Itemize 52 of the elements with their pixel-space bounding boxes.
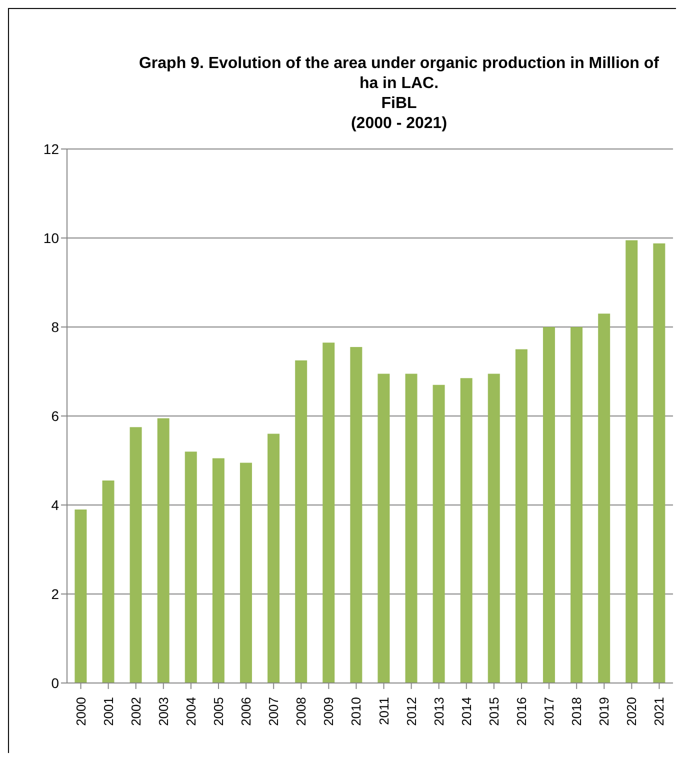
y-tick-label: 8 <box>51 318 60 335</box>
y-tick-label: 12 <box>43 140 60 157</box>
x-tick-label: 2000 <box>73 697 88 726</box>
bar <box>405 374 418 683</box>
y-tick-label: 10 <box>43 230 60 246</box>
x-tick-label: 2020 <box>624 697 640 726</box>
bar <box>653 243 666 683</box>
x-tick-label: 2008 <box>294 697 309 726</box>
bar <box>74 509 87 683</box>
x-tick-label: 2010 <box>348 697 364 726</box>
bar <box>102 480 114 683</box>
bar <box>295 360 308 683</box>
x-tick-label: 2007 <box>266 697 282 726</box>
chart-title: Graph 9. Evolution of the area under organic production in Million of ha in LAC. FiBL (2000 - 2021) <box>138 54 660 134</box>
bar <box>598 314 610 683</box>
x-tick-label: 2012 <box>404 697 419 726</box>
bar <box>515 349 528 683</box>
x-tick-label: 2001 <box>100 697 116 726</box>
x-tick-label: 2002 <box>128 697 144 726</box>
y-tick-label: 4 <box>51 496 60 513</box>
x-tick-label: 2019 <box>596 697 612 726</box>
x-tick-label: 2005 <box>211 697 226 726</box>
y-tick-label: 0 <box>51 674 60 691</box>
bar <box>322 342 335 683</box>
x-tick-label: 2021 <box>652 697 667 726</box>
x-tick-label: 2017 <box>542 697 557 726</box>
bar <box>268 434 280 683</box>
x-tick-label: 2013 <box>431 697 446 726</box>
x-tick-label: 2006 <box>238 697 254 726</box>
y-tick-label: 2 <box>51 586 60 602</box>
bar <box>542 327 555 683</box>
x-tick-label: 2018 <box>569 697 584 726</box>
x-tick-label: 2014 <box>458 697 474 726</box>
bar <box>184 452 197 683</box>
bar <box>488 374 500 683</box>
y-tick-label: 6 <box>51 408 60 424</box>
bar <box>240 462 252 683</box>
x-tick-label: 2016 <box>514 697 529 726</box>
bar <box>626 240 638 683</box>
x-tick-label: 2003 <box>156 697 171 726</box>
bar <box>460 378 472 683</box>
bar <box>570 327 583 683</box>
bar <box>130 427 142 683</box>
bar <box>157 418 170 683</box>
x-tick-label: 2015 <box>486 697 502 726</box>
bar <box>378 374 390 683</box>
x-tick-label: 2011 <box>376 697 392 725</box>
x-tick-label: 2004 <box>183 697 198 726</box>
bar <box>350 347 362 683</box>
bar <box>212 458 224 683</box>
bar <box>432 384 445 683</box>
x-tick-label: 2009 <box>321 697 336 726</box>
